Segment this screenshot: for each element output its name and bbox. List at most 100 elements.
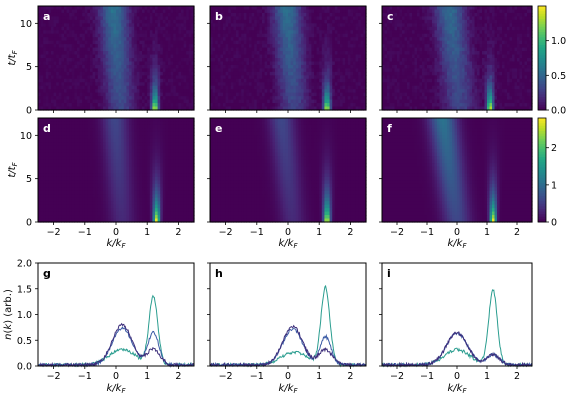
- heat-cell: [139, 9, 143, 14]
- heat-cell: [321, 26, 325, 31]
- heat-cell: [225, 82, 229, 87]
- heat-cell: [84, 54, 88, 59]
- heat-cell: [53, 40, 57, 45]
- heat-cell: [95, 103, 99, 108]
- heat-cell: [324, 37, 328, 42]
- heat-cell: [422, 30, 426, 35]
- heat-cell: [38, 44, 42, 49]
- heat-cell: [43, 96, 47, 101]
- heat-cell: [350, 92, 354, 97]
- heat-cell: [267, 64, 271, 69]
- heat-cell: [295, 54, 299, 59]
- heat-cell: [350, 71, 354, 76]
- heat-cell: [212, 96, 216, 101]
- heat-cell: [303, 75, 307, 80]
- heat-cell: [360, 47, 364, 52]
- heat-cell: [484, 47, 488, 52]
- heat-cell: [427, 26, 431, 31]
- heat-cell: [105, 23, 109, 28]
- heat-cell: [147, 26, 151, 31]
- heat-cell: [347, 71, 351, 76]
- heat-cell: [228, 61, 232, 66]
- heat-cell: [100, 68, 104, 73]
- heat-cell: [215, 99, 219, 104]
- heat-cell: [353, 33, 357, 38]
- heat-cell: [275, 9, 279, 14]
- heat-cell: [282, 106, 286, 111]
- ytick-label: 0: [26, 106, 32, 117]
- heat-cell: [422, 78, 426, 83]
- heat-cell: [327, 75, 331, 80]
- heat-cell: [489, 6, 493, 11]
- heat-cell: [236, 47, 240, 52]
- heat-cell: [220, 26, 224, 31]
- heat-cell: [215, 89, 219, 94]
- heat-cell: [228, 44, 232, 49]
- heat-cell: [462, 12, 466, 17]
- heat-cell: [382, 58, 386, 63]
- heat-cell: [178, 75, 182, 80]
- heat-cell: [409, 33, 413, 38]
- heat-cell: [342, 33, 346, 38]
- heat-cell: [399, 58, 403, 63]
- heat-cell: [285, 12, 289, 17]
- heat-cell: [181, 58, 185, 63]
- heat-cell: [327, 30, 331, 35]
- heat-cell: [392, 68, 396, 73]
- heat-cell: [529, 54, 533, 59]
- heat-cell: [457, 51, 461, 56]
- heat-cell: [217, 71, 221, 76]
- heat-cell: [308, 96, 312, 101]
- heat-cell: [45, 26, 49, 31]
- heat-cell: [457, 47, 461, 52]
- heat-cell: [157, 40, 161, 45]
- heat-cell: [243, 103, 247, 108]
- heat-cell: [282, 40, 286, 45]
- heat-cell: [40, 40, 44, 45]
- heat-cell: [142, 40, 146, 45]
- heat-cell: [79, 89, 83, 94]
- heat-cell: [238, 47, 242, 52]
- heat-cell: [116, 16, 120, 21]
- heat-cell: [249, 85, 253, 90]
- heat-cell: [293, 23, 297, 28]
- heat-cell: [129, 40, 133, 45]
- heat-cell: [382, 68, 386, 73]
- heat-cell: [477, 40, 481, 45]
- heat-cell: [162, 61, 166, 66]
- heat-cell: [409, 37, 413, 42]
- heat-cell: [110, 75, 114, 80]
- heat-cell: [269, 106, 273, 111]
- heat-cell: [437, 71, 441, 76]
- heat-cell: [134, 71, 138, 76]
- heat-cell: [116, 89, 120, 94]
- heat-cell: [432, 54, 436, 59]
- heat-cell: [314, 23, 318, 28]
- heat-cell: [482, 61, 486, 66]
- heat-cell: [324, 92, 328, 97]
- heat-cell: [220, 23, 224, 28]
- heat-cell: [298, 106, 302, 111]
- heat-cell: [397, 82, 401, 87]
- heat-cell: [162, 78, 166, 83]
- heat-cell: [40, 78, 44, 83]
- heat-cell: [469, 58, 473, 63]
- heat-cell: [290, 51, 294, 56]
- heat-cell: [152, 16, 156, 21]
- heat-cell: [355, 30, 359, 35]
- heat-cell: [230, 68, 234, 73]
- heat-cell: [358, 103, 362, 108]
- heat-cell: [280, 106, 284, 111]
- heat-cell: [58, 58, 62, 63]
- heat-cell: [347, 96, 351, 101]
- heat-cell: [342, 16, 346, 21]
- heat-cell: [264, 37, 268, 42]
- heat-cell: [191, 82, 195, 87]
- heat-cell: [225, 12, 229, 17]
- heat-cell: [74, 44, 78, 49]
- heat-cell: [147, 40, 151, 45]
- heat-cell: [95, 16, 99, 21]
- heat-cell: [147, 54, 151, 59]
- heat-cell: [329, 78, 333, 83]
- heat-cell: [183, 16, 187, 21]
